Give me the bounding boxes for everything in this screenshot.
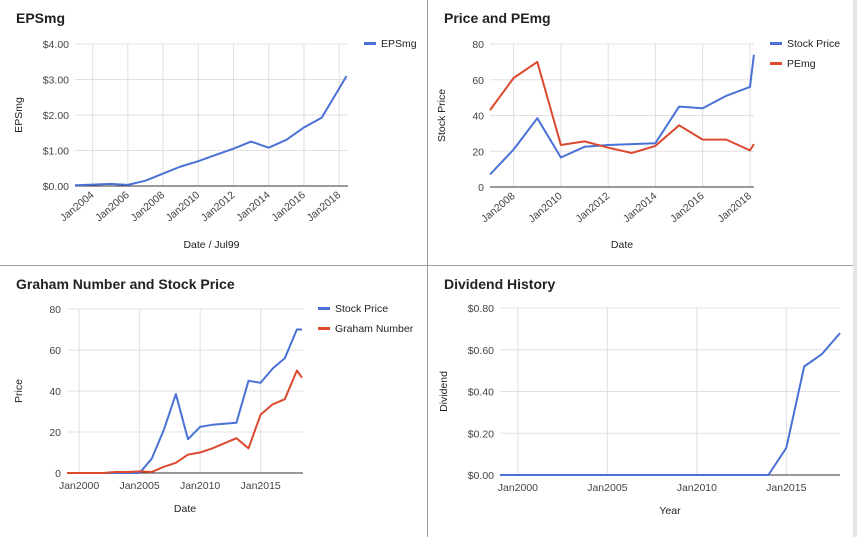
chart-title: Dividend History	[444, 276, 556, 292]
series-line-pemg	[489, 60, 755, 154]
eps-chart-panel: EPSmg $4.00 $3.00 $2.00 $1.00 $0.00 Jan2004 Ja…	[0, 0, 428, 266]
x-tick-label: Jan2016	[668, 190, 707, 225]
x-tick-label: Jan2010	[677, 482, 717, 494]
x-tick-label: Jan2012	[199, 189, 238, 224]
legend-label: PEmg	[787, 58, 816, 70]
x-tick-label: Jan2000	[498, 482, 538, 494]
x-tick-label: Jan2014	[234, 189, 273, 224]
x-tick-label: Jan2018	[305, 189, 344, 224]
x-tick-label: Jan2015	[240, 480, 280, 492]
y-tick-label: 60	[472, 75, 484, 87]
x-axis-title: Year	[659, 505, 681, 517]
x-tick-label: Jan2010	[526, 190, 565, 225]
x-tick-label: Jan2005	[587, 482, 627, 494]
y-tick-label: 20	[49, 427, 61, 439]
series-line-stock-price	[489, 54, 755, 176]
price-pe-chart-panel: Price and PEmg 80 60 40 20 0 Jan2008 Jan2010 Ja…	[428, 0, 857, 266]
x-tick-label: Jan2018	[715, 190, 754, 225]
y-tick-label: 80	[49, 304, 61, 316]
y-axis-title: EPSmg	[13, 97, 25, 133]
y-tick-label: 20	[472, 146, 484, 158]
x-tick-label: Jan2006	[93, 189, 132, 224]
x-tick-label: Jan2008	[479, 190, 518, 225]
y-axis-title: Stock Price	[436, 89, 448, 142]
y-tick-label: 0	[55, 468, 61, 480]
legend-swatch	[318, 327, 330, 330]
window-edge	[853, 0, 857, 537]
y-tick-label: $3.00	[43, 75, 69, 87]
y-tick-label: 60	[49, 345, 61, 357]
y-tick-label: 0	[478, 182, 484, 194]
legend-label: Graham Number	[335, 323, 414, 335]
legend-swatch	[364, 42, 376, 45]
x-tick-label: Jan2000	[59, 480, 99, 492]
graham-chart-panel: Graham Number and Stock Price 80 60 40 20 0 J…	[0, 266, 428, 537]
y-tick-label: $0.00	[468, 470, 494, 482]
y-axis-title: Dividend	[438, 371, 450, 412]
y-tick-label: $0.40	[468, 387, 494, 399]
x-axis-title: Date	[611, 239, 633, 251]
x-tick-label: Jan2012	[574, 190, 613, 225]
y-tick-label: $1.00	[43, 146, 69, 158]
x-axis-title: Date / Jul99	[183, 239, 239, 251]
y-tick-label: $2.00	[43, 110, 69, 122]
dividend-chart: $0.80 $0.60 $0.40 $0.20 $0.00 Jan2000 Jan2005 J…	[438, 303, 841, 517]
legend-swatch	[318, 307, 330, 310]
x-tick-label: Jan2008	[128, 189, 167, 224]
y-tick-label: 80	[472, 39, 484, 51]
x-tick-label: Jan2015	[766, 482, 806, 494]
dividend-chart-panel: Dividend History $0.80 $0.60 $0.40 $0.20 $0.…	[428, 266, 857, 537]
x-tick-label: Jan2010	[180, 480, 220, 492]
x-axis-title: Date	[174, 503, 196, 515]
series-line-stock-price	[67, 328, 302, 474]
eps-chart: $4.00$3.00$2.00$1.00$0.00Jan2004Jan2006J…	[13, 38, 417, 251]
x-tick-label: Jan2014	[621, 190, 660, 225]
legend-label: Stock Price	[335, 303, 388, 315]
y-tick-label: 40	[49, 386, 61, 398]
y-tick-label: $0.20	[468, 428, 494, 440]
series-line-epsmg	[74, 75, 348, 187]
legend-label: EPSmg	[381, 38, 417, 50]
y-tick-label: 40	[472, 111, 484, 123]
y-tick-label: $0.00	[43, 181, 69, 193]
chart-title: Price and PEmg	[444, 10, 551, 26]
x-tick-label: Jan2016	[269, 189, 308, 224]
y-tick-label: $0.60	[468, 345, 494, 357]
legend-label: Stock Price	[787, 38, 840, 50]
y-tick-label: $0.80	[468, 303, 494, 315]
legend-swatch	[770, 62, 782, 65]
x-tick-label: Jan2010	[164, 189, 203, 224]
chart-title: EPSmg	[16, 10, 66, 26]
y-tick-label: $4.00	[43, 39, 69, 51]
chart-title: Graham Number and Stock Price	[16, 276, 235, 292]
y-axis-title: Price	[13, 379, 25, 403]
series-line-dividend	[500, 332, 841, 476]
x-tick-label: Jan2005	[119, 480, 159, 492]
x-tick-label: Jan2004	[58, 189, 97, 224]
legend-swatch	[770, 42, 782, 45]
series-line-graham-number	[67, 369, 303, 474]
